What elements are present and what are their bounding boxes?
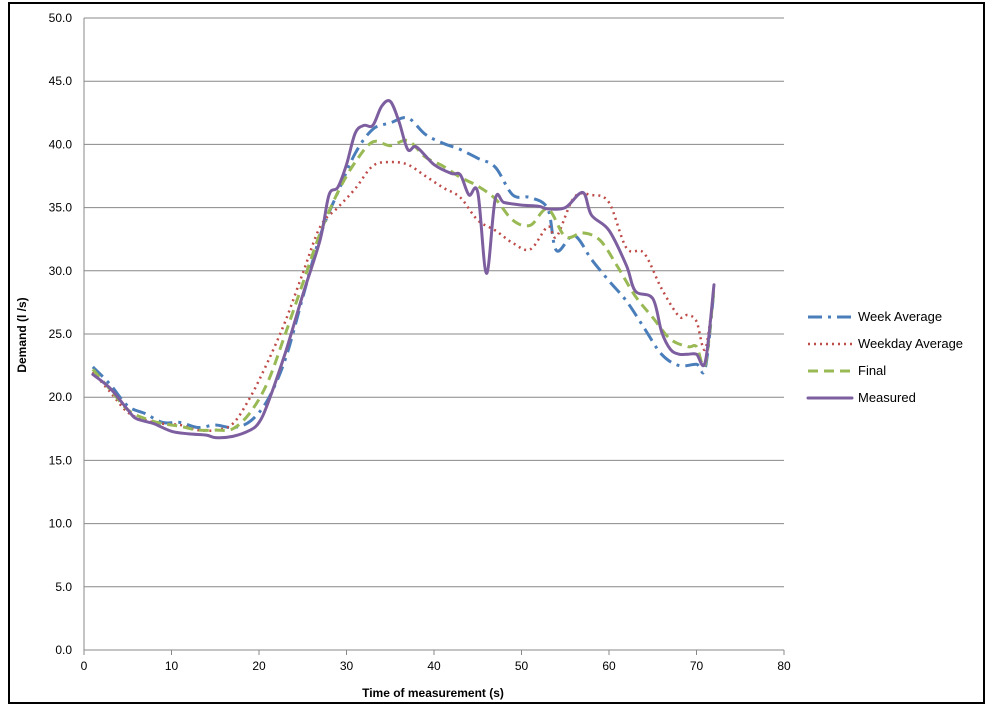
y-tick-label: 10.0 <box>49 517 73 531</box>
series-line-final <box>91 138 716 432</box>
x-axis-title: Time of measurement (s) <box>362 686 504 700</box>
series-lines <box>91 99 716 440</box>
x-tick-label: 30 <box>340 659 354 673</box>
x-tick-label: 40 <box>427 659 441 673</box>
x-tick-label: 70 <box>690 659 704 673</box>
series-line-measured <box>91 99 716 440</box>
legend-label-week-average: Week Average <box>858 309 942 324</box>
axes <box>83 18 785 655</box>
y-tick-labels: 0.0 5.0 10.0 15.0 20.0 25.0 30.0 35.0 40.0 45.0 50… <box>49 11 73 657</box>
y-axis-title: Demand (l /s) <box>15 297 29 372</box>
x-tick-labels: 0 10 20 30 40 50 60 70 80 <box>81 659 791 673</box>
legend-label-weekday-average: Weekday Average <box>858 336 963 351</box>
y-tick-label: 25.0 <box>49 327 73 341</box>
y-tick-label: 0.0 <box>55 643 72 657</box>
x-tick-label: 60 <box>602 659 616 673</box>
y-tick-label: 35.0 <box>49 201 73 215</box>
legend-label-measured: Measured <box>858 390 916 405</box>
x-tick-label: 10 <box>165 659 179 673</box>
x-tick-label: 80 <box>777 659 791 673</box>
series-line-weekday-average <box>91 160 716 433</box>
series-line-week-average <box>91 115 716 430</box>
grid-lines <box>84 17 784 588</box>
x-tick-label: 50 <box>515 659 529 673</box>
legend-label-final: Final <box>858 363 886 378</box>
y-tick-label: 50.0 <box>49 11 73 25</box>
legend: Week Average Weekday Average Final Measured <box>806 309 963 405</box>
y-tick-label: 5.0 <box>55 580 72 594</box>
x-tick-label: 0 <box>81 659 88 673</box>
y-tick-label: 45.0 <box>49 74 73 88</box>
y-tick-label: 20.0 <box>49 390 73 404</box>
y-tick-label: 30.0 <box>49 264 73 278</box>
y-tick-label: 40.0 <box>49 137 73 151</box>
x-tick-label: 20 <box>252 659 266 673</box>
y-tick-label: 15.0 <box>49 453 73 467</box>
